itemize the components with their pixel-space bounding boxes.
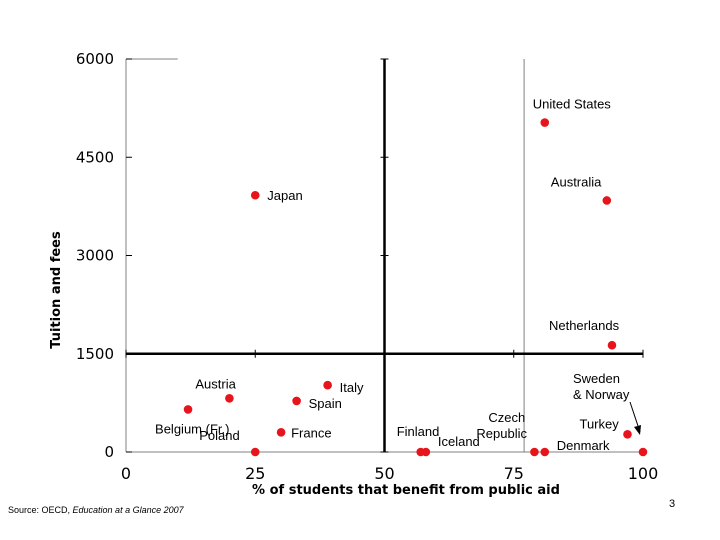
point-label: France	[291, 425, 331, 440]
point-label: Netherlands	[549, 318, 620, 333]
point-label: Turkey	[579, 416, 619, 431]
y-tick-label: 1500	[76, 345, 114, 363]
data-point	[292, 396, 301, 406]
source-note: Source: OECD, Education at a Glance 2007	[8, 505, 184, 515]
data-point	[607, 340, 617, 350]
data-point	[623, 430, 632, 439]
point-label: Republic	[476, 426, 527, 441]
data-point	[276, 428, 286, 437]
data-point	[530, 447, 539, 457]
point-label: Czech	[488, 410, 525, 425]
point-label: United States	[533, 97, 612, 112]
x-axis-title: % of students that benefit from public a…	[252, 483, 560, 498]
data-point	[602, 196, 612, 205]
x-tick-label: 0	[121, 464, 131, 483]
data-point	[540, 118, 550, 127]
point-label: Australia	[551, 174, 602, 189]
data-point	[421, 447, 431, 457]
point-label: Austria	[195, 376, 236, 391]
point-label: Japan	[267, 188, 302, 203]
y-tick-label: 6000	[76, 50, 114, 68]
y-tick-label: 0	[104, 443, 114, 461]
source-prefix: Source: OECD,	[8, 505, 73, 515]
data-point	[250, 447, 260, 457]
data-point	[250, 190, 260, 200]
point-label: & Norway	[573, 387, 630, 402]
data-point	[638, 447, 648, 457]
point-label: Belgium (Fr.)	[155, 421, 229, 436]
point-label: Sweden	[573, 371, 620, 386]
point-label: Italy	[340, 380, 364, 395]
x-tick-label: 100	[628, 464, 659, 483]
point-label: Iceland	[438, 434, 480, 449]
data-point	[540, 447, 550, 457]
point-label: Poland	[199, 428, 239, 443]
x-tick-label: 75	[504, 464, 524, 483]
data-point	[225, 393, 234, 403]
x-tick-label: 25	[245, 464, 265, 483]
x-tick-label: 50	[374, 464, 394, 483]
y-axis-title: Tuition and fees	[49, 231, 64, 349]
point-label: Spain	[309, 396, 342, 411]
source-title: Education at a Glance 2007	[72, 505, 184, 515]
data-point	[183, 405, 193, 414]
data-point	[323, 380, 332, 390]
annotation-arrow-head	[634, 425, 641, 435]
y-tick-label: 3000	[76, 247, 114, 265]
y-tick-label: 4500	[76, 148, 114, 166]
point-label: Denmark	[557, 438, 610, 453]
point-label: Finland	[397, 424, 440, 439]
slide-number: 3	[669, 498, 676, 510]
